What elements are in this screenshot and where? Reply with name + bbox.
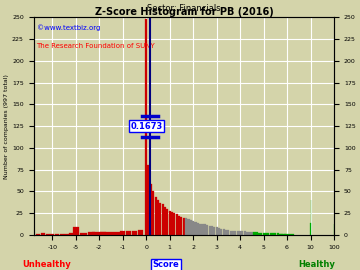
Bar <box>244 231 246 235</box>
Bar <box>190 220 192 235</box>
Title: Z-Score Histogram for PB (2016): Z-Score Histogram for PB (2016) <box>95 7 273 17</box>
Bar <box>284 234 286 235</box>
Bar <box>225 230 227 235</box>
Bar <box>194 222 197 235</box>
Bar <box>192 221 194 235</box>
Bar <box>234 231 237 235</box>
Bar <box>251 232 253 235</box>
Bar <box>64 234 68 235</box>
Bar <box>197 223 199 235</box>
Bar <box>120 231 125 235</box>
Bar <box>206 225 208 235</box>
Bar <box>281 234 283 235</box>
Bar <box>220 229 222 235</box>
Bar <box>258 233 260 235</box>
Bar <box>276 233 279 235</box>
Bar <box>152 191 154 235</box>
Bar <box>171 212 173 235</box>
Bar <box>199 224 201 235</box>
Bar <box>256 232 257 235</box>
Bar <box>145 19 147 235</box>
Bar <box>168 211 171 235</box>
Bar <box>204 224 206 235</box>
Bar <box>227 230 229 235</box>
Bar <box>280 234 294 235</box>
Bar <box>69 233 73 235</box>
Bar <box>162 204 164 235</box>
Bar <box>239 231 241 235</box>
Bar <box>211 226 213 235</box>
Bar <box>150 184 152 235</box>
Bar <box>232 231 234 235</box>
Text: Unhealthy: Unhealthy <box>22 260 71 269</box>
Bar <box>55 234 59 235</box>
Bar <box>100 232 122 235</box>
Bar <box>166 209 168 235</box>
Y-axis label: Number of companies (997 total): Number of companies (997 total) <box>4 74 9 178</box>
Bar <box>267 233 269 235</box>
Bar <box>45 234 50 235</box>
Bar <box>218 228 220 235</box>
Bar <box>80 233 87 235</box>
Bar <box>272 233 274 235</box>
Bar <box>36 234 40 235</box>
Text: The Research Foundation of SUNY: The Research Foundation of SUNY <box>37 43 155 49</box>
Bar <box>213 227 215 235</box>
Bar <box>246 232 248 235</box>
Bar <box>237 231 239 235</box>
Bar <box>265 233 267 235</box>
Bar <box>50 234 54 235</box>
Bar <box>183 218 185 235</box>
Bar <box>159 203 161 235</box>
Bar <box>73 227 78 235</box>
Text: Sector: Financials: Sector: Financials <box>147 4 221 13</box>
Text: ©www.textbiz.org: ©www.textbiz.org <box>37 24 100 31</box>
Bar <box>154 197 157 235</box>
Bar <box>242 231 243 235</box>
Bar <box>178 216 180 235</box>
Bar <box>279 234 281 235</box>
Bar <box>148 165 150 235</box>
Bar <box>176 214 178 235</box>
Bar <box>188 219 189 235</box>
Bar <box>157 200 159 235</box>
Bar <box>180 217 183 235</box>
Bar <box>262 233 265 235</box>
Bar <box>92 232 106 235</box>
Bar <box>88 232 95 235</box>
Bar <box>216 227 218 235</box>
Bar <box>253 232 255 235</box>
Bar <box>185 218 187 235</box>
Bar <box>310 223 311 235</box>
Bar <box>132 231 137 235</box>
Bar <box>222 229 225 235</box>
Text: Healthy: Healthy <box>298 260 335 269</box>
Text: 0.1673: 0.1673 <box>130 122 163 131</box>
Bar <box>248 232 251 235</box>
Bar <box>260 233 262 235</box>
Bar <box>126 231 131 235</box>
Bar <box>270 233 272 235</box>
Bar <box>274 233 276 235</box>
Bar <box>164 207 166 235</box>
Bar <box>60 234 64 235</box>
Bar <box>41 233 45 235</box>
Bar <box>208 226 211 235</box>
Bar <box>230 231 232 235</box>
Bar <box>202 224 204 235</box>
Text: Score: Score <box>152 260 179 269</box>
Bar <box>173 213 175 235</box>
Bar <box>138 230 143 235</box>
